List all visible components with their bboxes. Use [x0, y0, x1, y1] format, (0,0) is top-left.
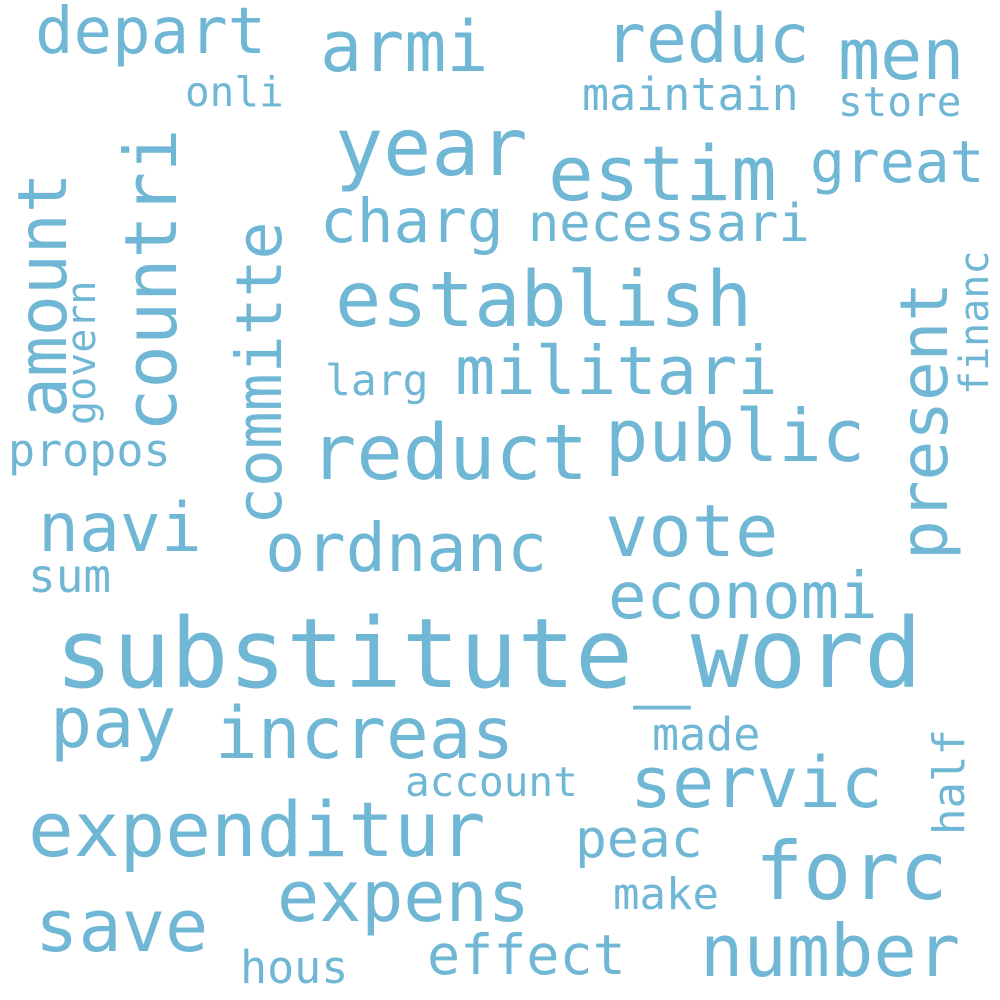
word-increas: increas: [215, 692, 515, 775]
word-establish: establish: [335, 256, 753, 345]
word-depart: depart: [35, 0, 267, 69]
word-estim: estim: [548, 129, 777, 218]
word-account: account: [405, 758, 578, 806]
word-vote: vote: [605, 489, 779, 573]
word-year: year: [335, 101, 528, 194]
word-reduc: reduc: [605, 0, 810, 79]
word-expens: expens: [277, 856, 530, 938]
word-forc: forc: [755, 825, 948, 918]
word-onli: onli: [185, 68, 284, 116]
word-half: half: [924, 729, 975, 835]
word-number: number: [700, 909, 961, 993]
word-financ: financ: [952, 250, 998, 396]
word-effect: effect: [427, 923, 626, 987]
word-charg: charg: [320, 186, 504, 257]
word-economi: economi: [608, 560, 878, 634]
word-peac: peac: [575, 809, 703, 870]
word-militari: militari: [455, 332, 778, 410]
word-larg: larg: [325, 356, 429, 406]
word-countri: countri: [109, 128, 193, 432]
word-hous: hous: [240, 941, 349, 994]
word-necessari: necessari: [528, 194, 810, 254]
word-ordnanc: ordnanc: [265, 509, 548, 587]
word-reduct: reduct: [310, 409, 589, 498]
word-servic: servic: [630, 742, 883, 824]
word-expenditur: expenditur: [28, 785, 486, 874]
word-navi: navi: [38, 489, 202, 568]
word-made: made: [652, 708, 761, 761]
word-armi: armi: [320, 6, 489, 88]
word-men: men: [838, 14, 965, 96]
word-public: public: [605, 394, 866, 478]
word-maintain: maintain: [582, 68, 799, 121]
word-govern: govern: [59, 280, 105, 426]
word-present: present: [886, 281, 963, 560]
word-make: make: [613, 869, 719, 920]
word-store: store: [838, 78, 962, 126]
word-pay: pay: [50, 682, 177, 764]
word-committe: committe: [223, 221, 296, 525]
word-sum: sum: [28, 549, 112, 603]
word-propos: propos: [8, 424, 171, 477]
word-substitute-word: substitute_word: [55, 598, 922, 710]
word-save: save: [35, 884, 209, 968]
word-great: great: [810, 128, 985, 196]
